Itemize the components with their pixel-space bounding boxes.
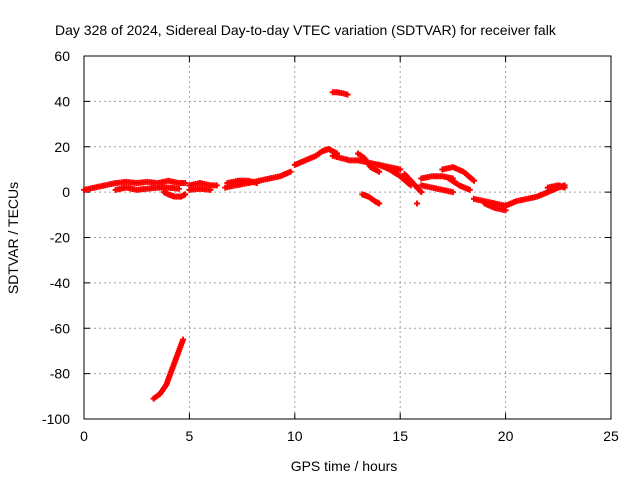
data-point	[414, 200, 421, 207]
data-point	[470, 177, 477, 184]
series-arc-6	[186, 185, 214, 193]
data-point	[180, 336, 187, 343]
y-tick-label: 20	[54, 139, 70, 155]
x-tick-label: 10	[287, 428, 303, 444]
series-arc-21	[481, 200, 509, 214]
data-markers	[81, 89, 568, 402]
y-tick-label: -80	[50, 366, 70, 382]
series-arc-4	[150, 336, 187, 402]
data-point	[561, 184, 568, 191]
data-point	[182, 191, 189, 198]
series-arc-18	[439, 164, 477, 184]
series-arc-19	[445, 175, 473, 193]
series-arc-2	[112, 184, 182, 193]
data-point	[397, 166, 404, 173]
series-arc-8	[224, 177, 260, 187]
data-point	[253, 180, 260, 187]
data-point	[466, 186, 473, 193]
data-point	[418, 189, 425, 196]
series-arc-11	[329, 89, 351, 98]
data-point	[213, 182, 220, 189]
data-point	[502, 207, 509, 214]
chart-title: Day 328 of 2024, Sidereal Day-to-day VTE…	[55, 22, 557, 38]
y-tick-label: 40	[54, 93, 70, 109]
series-arc-13	[359, 191, 383, 207]
y-tick-label: -100	[42, 411, 70, 427]
data-point	[175, 185, 182, 192]
tick-labels: 0 5 10 15 20 25 -100 -80 -60 -40 -20 0 20 40 60	[42, 48, 619, 444]
data-point	[449, 189, 456, 196]
data-point	[376, 168, 383, 175]
x-tick-label: 15	[392, 428, 408, 444]
data-point	[287, 168, 294, 175]
series-arc-9	[291, 146, 340, 168]
series-arc-17	[418, 182, 456, 196]
plot-frame	[83, 55, 612, 420]
data-point	[182, 180, 189, 187]
series-arc-15	[401, 170, 425, 196]
y-tick-label: -20	[50, 230, 70, 246]
y-tick-label: -40	[50, 275, 70, 291]
series-arc-3	[161, 189, 189, 200]
axis-ticks	[83, 55, 612, 420]
data-point	[376, 200, 383, 207]
grid	[84, 56, 611, 419]
x-tick-label: 20	[498, 428, 514, 444]
data-point	[344, 91, 351, 98]
x-tick-label: 5	[186, 428, 194, 444]
series-arc-23	[414, 200, 421, 207]
series-arc-12	[355, 150, 383, 175]
data-point	[207, 186, 214, 193]
x-tick-label: 25	[603, 428, 619, 444]
series-arc-22	[544, 182, 568, 191]
x-tick-label: 0	[80, 428, 88, 444]
y-axis-title: SDTVAR / TECUs	[5, 182, 21, 294]
y-tick-label: 60	[54, 48, 70, 64]
y-tick-label: 0	[62, 184, 70, 200]
series-arc-1	[81, 177, 189, 193]
series-arc-16	[418, 173, 456, 182]
x-axis-title: GPS time / hours	[291, 458, 398, 474]
y-tick-label: -60	[50, 320, 70, 336]
